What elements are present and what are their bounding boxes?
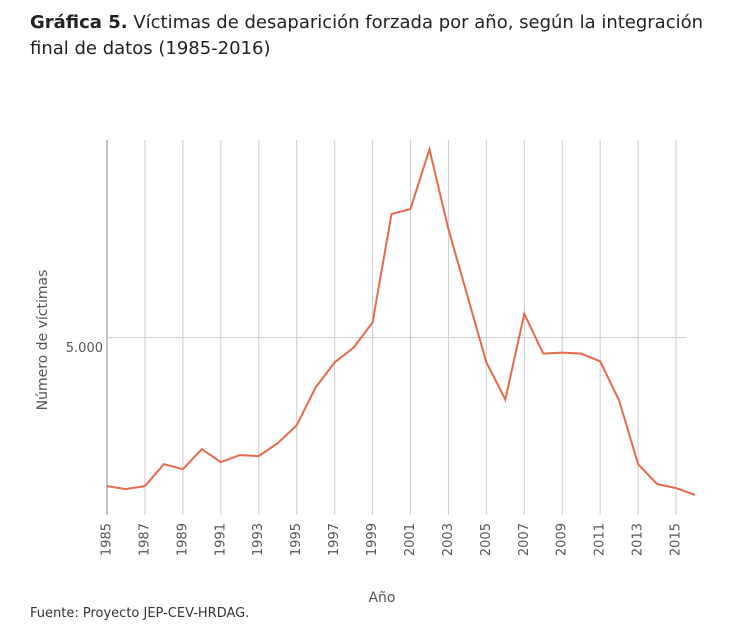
x-axis-label: Año	[368, 590, 395, 606]
chart-title: Gráfica 5. Víctimas de desaparición forz…	[30, 10, 720, 62]
x-tick-label: 2009	[555, 523, 570, 556]
x-tick-label: 2003	[441, 523, 456, 556]
x-tick-label: 1987	[137, 523, 152, 556]
y-axis-label: Número de víctimas	[35, 270, 51, 411]
x-tick-label: 1995	[289, 523, 304, 556]
y-tick-label: 5.000	[66, 341, 103, 356]
title-label: Gráfica 5.	[30, 12, 128, 33]
x-tick-label: 2007	[517, 523, 532, 556]
data-line	[106, 145, 696, 496]
x-tick-label: 1989	[175, 523, 190, 556]
x-tick-label: 2005	[479, 523, 494, 556]
x-tick-label: 2011	[593, 523, 608, 556]
title-text: Víctimas de desaparición forzada por año…	[30, 12, 704, 59]
x-tick-label: 1985	[100, 523, 115, 556]
source: Fuente: Proyecto JEP-CEV-HRDAG.	[30, 606, 249, 621]
x-tick-label: 2001	[403, 523, 418, 556]
x-tick-label: 2015	[669, 523, 684, 556]
x-tick-label: 1993	[251, 523, 266, 556]
x-tick-label: 1999	[365, 523, 380, 556]
x-tick-label: 1991	[213, 523, 228, 556]
x-tick-label: 1997	[327, 523, 342, 556]
x-tick-label: 2013	[631, 523, 646, 556]
